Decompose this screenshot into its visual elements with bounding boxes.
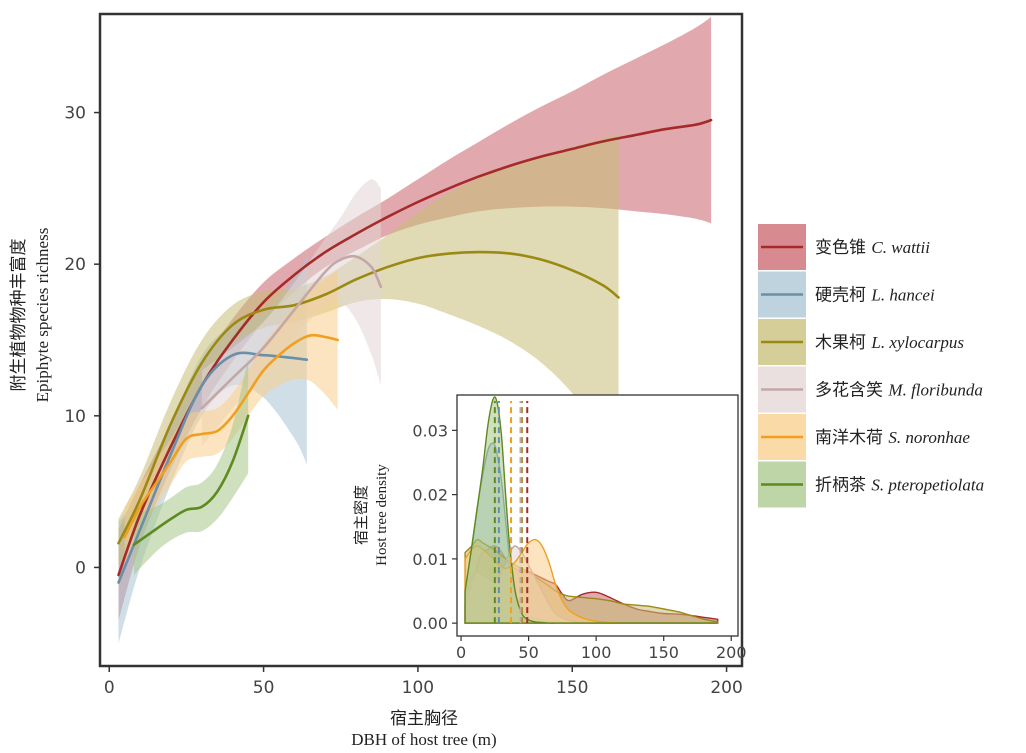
fit-line-l-hancei — [117, 351, 309, 584]
legend-item-c-wattii: 变色锥 C. wattii — [758, 224, 930, 270]
y-tick-label: 10 — [64, 407, 86, 427]
legend-label: 变色锥 C. wattii — [815, 238, 930, 258]
legend-item-m-floribunda: 多花含笑 M. floribunda — [758, 366, 983, 413]
legend-label: 南洋木荷 S. noronhae — [815, 428, 970, 448]
y-tick-label: 20 — [64, 255, 86, 275]
legend-item-l-hancei: 硬壳柯 L. hancei — [758, 271, 935, 318]
legend-label-latin: M. floribunda — [887, 381, 982, 400]
legend-label: 木果柯 L. xylocarpus — [815, 333, 964, 353]
inset-y-axis-label-cn: 宿主密度 — [352, 485, 370, 545]
density-area-s-pteropetiolata — [464, 396, 718, 624]
x-tick-label: 200 — [710, 678, 742, 698]
fit-line-s-noronhae — [123, 333, 339, 539]
density-inset: 0 50 100 150 200 0.00 0.01 0.02 0.03 宿主密度 Host … — [352, 394, 747, 662]
inset-y-tick-label: 0.02 — [412, 486, 448, 505]
main-y-ticks: 0 10 20 30 — [64, 104, 100, 578]
inset-y-ticks: 0.00 0.01 0.02 0.03 — [412, 421, 457, 633]
legend-label-latin: L. xylocarpus — [870, 333, 964, 352]
x-tick-label: 0 — [104, 678, 115, 698]
fit-line-m-floribunda — [200, 254, 383, 410]
legend-label-cn: 硬壳柯 — [815, 286, 871, 306]
legend: 变色锥 C. wattii 硬壳柯 L. hancei 木果柯 L. xylocar… — [758, 224, 984, 508]
x-tick-label: 50 — [253, 678, 275, 698]
legend-item-l-xylocarpus: 木果柯 L. xylocarpus — [758, 319, 964, 365]
main-plot-frame — [98, 12, 744, 668]
inset-y-axis-label: Host tree density — [374, 464, 390, 566]
legend-label-latin: L. hancei — [870, 286, 935, 305]
inset-y-tick-label: 0.01 — [412, 550, 448, 569]
legend-label-latin: C. wattii — [871, 238, 930, 257]
legend-label-cn: 南洋木荷 — [815, 428, 888, 448]
inset-x-tick-label: 0 — [456, 643, 466, 662]
inset-x-tick-label: 150 — [648, 643, 679, 662]
y-tick-label: 0 — [75, 558, 86, 578]
x-tick-label: 150 — [556, 678, 588, 698]
confidence-band-s-pteropetiolata — [134, 358, 249, 575]
main-fit-lines — [117, 118, 713, 584]
inset-x-tick-label: 100 — [581, 643, 612, 662]
legend-label-cn: 木果柯 — [815, 333, 871, 353]
legend-item-s-pteropetiolata: 折柄茶 S. pteropetiolata — [758, 461, 984, 508]
y-axis-label: Epiphyte species richness — [33, 228, 52, 403]
inset-mean-lines — [493, 401, 529, 624]
legend-label-cn: 变色锥 — [815, 238, 871, 258]
x-axis-label-cn: 宿主胸径 — [390, 709, 458, 729]
inset-y-tick-label: 0.03 — [412, 421, 448, 440]
legend-label-cn: 多花含笑 — [815, 381, 888, 401]
inset-plot-frame — [456, 394, 739, 637]
legend-label: 折柄茶 S. pteropetiolata — [815, 476, 984, 496]
x-axis-label: DBH of host tree (m) — [351, 730, 496, 749]
legend-label-latin: S. pteropetiolata — [871, 476, 984, 495]
legend-label-cn: 折柄茶 — [815, 476, 871, 496]
y-tick-label: 30 — [64, 104, 86, 124]
legend-label-latin: S. noronhae — [888, 428, 970, 447]
fit-line-l-xylocarpus — [117, 250, 620, 545]
confidence-band-l-xylocarpus — [118, 133, 619, 568]
inset-x-ticks: 0 50 100 150 200 — [456, 636, 747, 662]
legend-item-s-noronhae: 南洋木荷 S. noronhae — [758, 414, 970, 460]
x-tick-label: 100 — [402, 678, 434, 698]
legend-label: 硬壳柯 L. hancei — [815, 286, 935, 306]
inset-x-tick-label: 50 — [518, 643, 538, 662]
fit-line-s-pteropetiolata — [132, 414, 250, 546]
main-x-ticks: 0 50 100 150 200 — [104, 666, 743, 698]
inset-x-tick-label: 200 — [716, 643, 747, 662]
legend-label: 多花含笑 M. floribunda — [815, 381, 983, 401]
y-axis-label-cn: 附生植物物种丰富度 — [9, 239, 29, 392]
inset-y-tick-label: 0.00 — [412, 614, 448, 633]
